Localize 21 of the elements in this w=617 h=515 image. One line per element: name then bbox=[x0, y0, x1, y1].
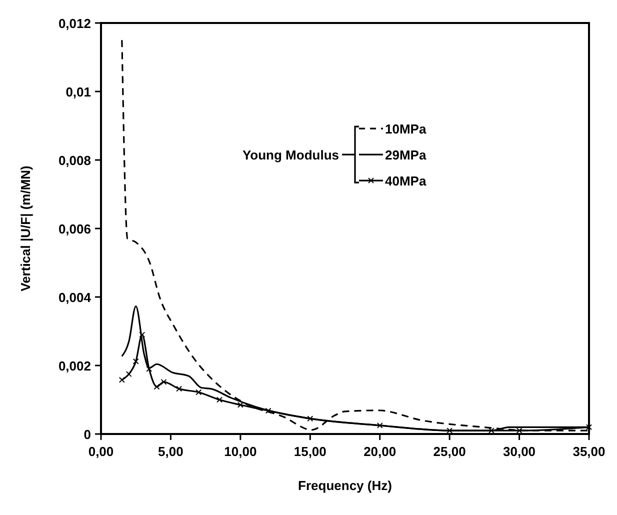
y-tick-label: 0,002 bbox=[58, 358, 91, 374]
x-tick-label: 20,00 bbox=[364, 444, 396, 459]
y-tick-label: 0,012 bbox=[58, 16, 91, 31]
x-axis-title: Frequency (Hz) bbox=[298, 478, 392, 493]
x-tick-label: 10,00 bbox=[224, 444, 257, 459]
x-tick-label: 0,00 bbox=[88, 444, 114, 459]
legend-label: 10MPa bbox=[385, 122, 427, 137]
y-tick-label: 0,004 bbox=[58, 290, 92, 305]
legend-label: 29MPa bbox=[385, 148, 427, 163]
x-tick-label: 5,00 bbox=[158, 444, 184, 459]
y-tick-label: 0,008 bbox=[58, 153, 91, 168]
y-tick-label: 0,006 bbox=[58, 222, 91, 236]
x-tick-label: 15,00 bbox=[294, 444, 326, 459]
x-tick-label: 25,00 bbox=[433, 444, 466, 459]
y-tick-label: 0 bbox=[84, 427, 91, 442]
x-tick-label: 35,00 bbox=[572, 444, 606, 459]
legend-label: 40MPa bbox=[385, 174, 427, 189]
y-axis-title: Vertical |U/F| (m/MN) bbox=[18, 166, 33, 292]
legend-title: Young Modulus bbox=[242, 148, 339, 163]
x-tick-label: 30,00 bbox=[503, 444, 536, 459]
y-tick-label: 0,01 bbox=[66, 84, 91, 100]
